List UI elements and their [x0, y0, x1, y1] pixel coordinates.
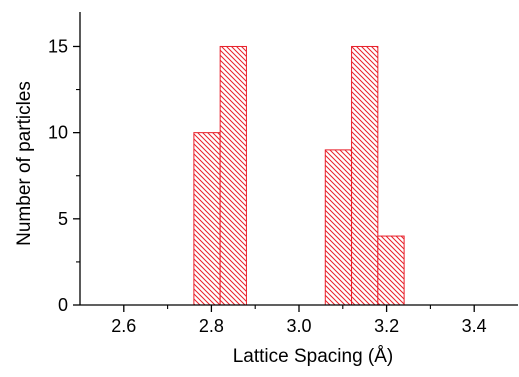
- histogram-bar-3: [351, 45, 379, 306]
- axes-group: [79, 12, 518, 306]
- y-tick-label: 0: [58, 295, 68, 315]
- ticks-group: 2.6 2.8 3.0 3.2 3.4 0 5 10 15: [48, 36, 487, 336]
- bars-group: [193, 45, 405, 306]
- histogram-bar-4: [377, 235, 405, 306]
- y-tick-label: 15: [48, 36, 68, 56]
- x-axis-title: Lattice Spacing (Å): [233, 346, 394, 367]
- y-tick-label: 10: [48, 123, 68, 143]
- histogram-bar-0: [193, 132, 221, 306]
- y-tick-label: 5: [58, 209, 68, 229]
- x-tick-label: 3.2: [374, 316, 399, 336]
- histogram-bar-1: [219, 45, 247, 306]
- y-axis-title: Number of particles: [14, 81, 35, 246]
- x-tick-label: 2.6: [111, 316, 136, 336]
- histogram-bar-2: [324, 149, 353, 306]
- x-tick-label: 2.8: [199, 316, 224, 336]
- x-tick-label: 3.0: [286, 316, 311, 336]
- x-tick-label: 3.4: [462, 316, 487, 336]
